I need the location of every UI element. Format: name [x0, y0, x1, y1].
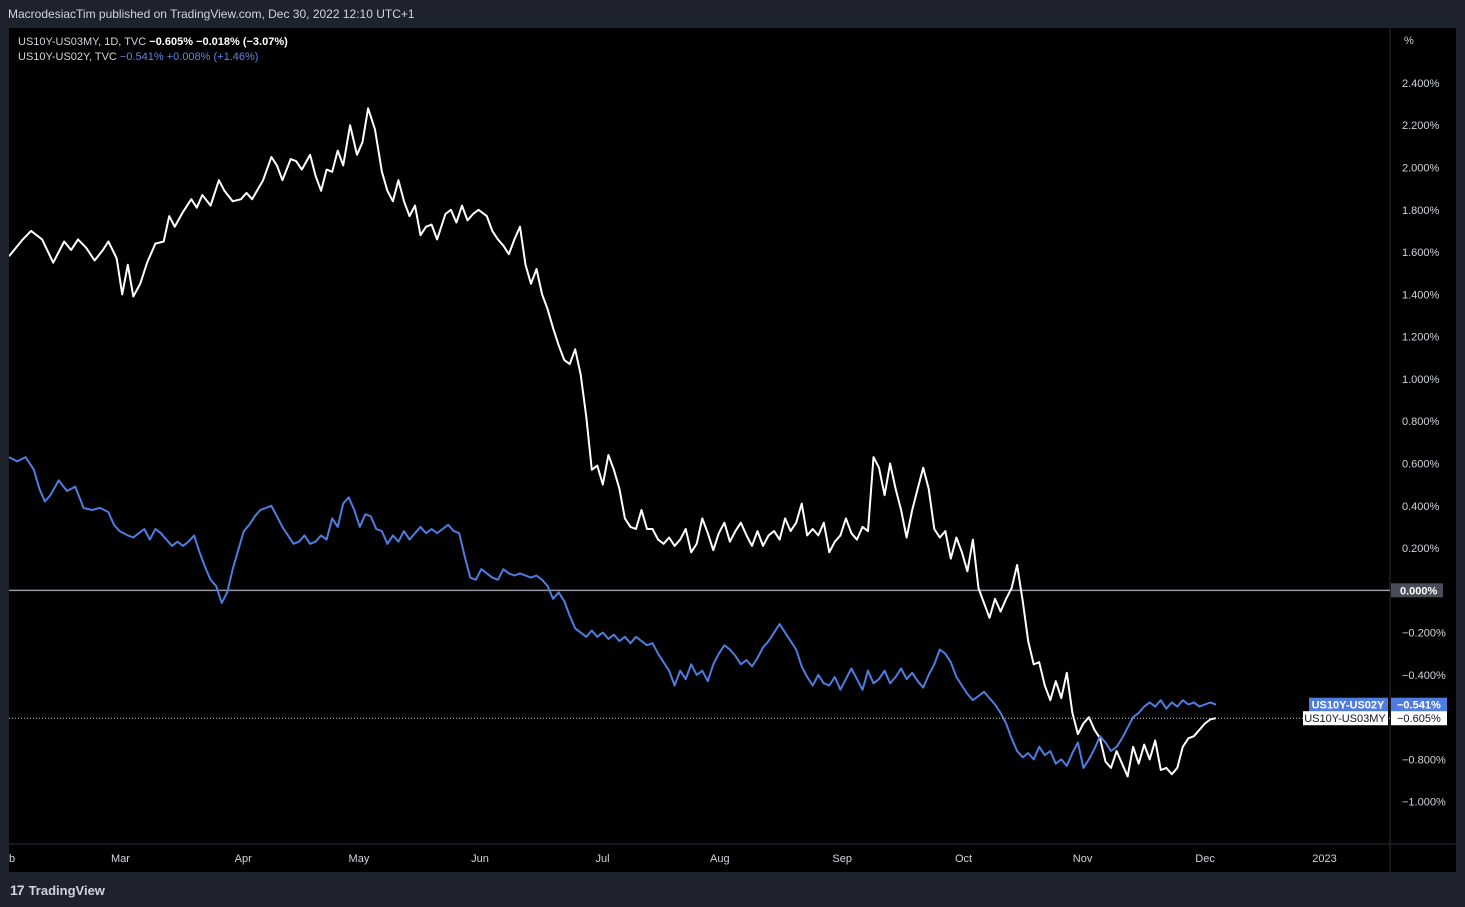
x-tick-label: Dec: [1195, 853, 1215, 865]
x-tick-label: 2023: [1312, 853, 1336, 865]
legend: US10Y-US03MY, 1D, TVC −0.605% −0.018% (−…: [18, 35, 288, 65]
published-header: MacrodesiacTim published on TradingView.…: [0, 0, 1465, 28]
last-value-badge-white: [1391, 711, 1447, 726]
legend-row-us10y-us02y[interactable]: US10Y-US02Y, TVC −0.541% +0.008% (+1.46%…: [18, 50, 288, 65]
publish-info: MacrodesiacTim published on TradingView.…: [8, 7, 415, 21]
y-tick-label: 0.600%: [1402, 458, 1440, 470]
legend-value: −0.541%: [119, 51, 164, 63]
brand-name: TradingView: [28, 882, 105, 898]
y-tick-label: 1.800%: [1402, 205, 1440, 217]
series-name-badge-blue: [1309, 697, 1388, 712]
y-tick-label: 0.800%: [1402, 416, 1440, 428]
y-tick-label: −0.800%: [1402, 754, 1446, 766]
x-tick-label: Aug: [710, 853, 730, 865]
y-tick-label: 2.400%: [1402, 78, 1440, 90]
tradingview-brand[interactable]: 17 TradingView: [10, 882, 105, 898]
legend-change: +0.008% (+1.46%): [166, 51, 259, 63]
y-tick-label: −1.000%: [1402, 797, 1446, 809]
y-tick-label: 2.200%: [1402, 120, 1440, 132]
y-tick-label: −0.200%: [1402, 628, 1446, 640]
x-tick-label: Jun: [471, 853, 489, 865]
y-tick-label: 1.600%: [1402, 247, 1440, 259]
x-tick-label: Oct: [955, 853, 972, 865]
y-tick-label: 1.200%: [1402, 332, 1440, 344]
series-name-badge-white: [1303, 711, 1388, 726]
legend-change: −0.018% (−3.07%): [196, 36, 288, 48]
series-name-label-white: US10Y-US03MY: [1304, 713, 1386, 725]
legend-symbol: US10Y-US03MY, 1D, TVC: [18, 36, 147, 48]
y-tick-label: 0.400%: [1402, 501, 1440, 513]
last-value-label-blue: −0.541%: [1397, 700, 1441, 712]
zero-badge-label: 0.000%: [1400, 585, 1438, 597]
x-tick-label: Nov: [1073, 853, 1093, 865]
y-tick-label: 1.400%: [1402, 289, 1440, 301]
last-value-label-white: −0.605%: [1397, 713, 1441, 725]
x-tick-label: eb: [9, 853, 15, 865]
legend-row-us10y-us03my[interactable]: US10Y-US03MY, 1D, TVC −0.605% −0.018% (−…: [18, 35, 288, 50]
chart-svg[interactable]: % 2.400% 2.200% 2.000% 1.800% 1.600% 1.400% 1.2…: [9, 28, 1456, 872]
tradingview-logo-icon: 17: [10, 882, 25, 898]
x-tick-label: Mar: [111, 853, 130, 865]
series-line-us10y-us03my: [9, 107, 1217, 778]
zero-badge: [1391, 583, 1443, 598]
chart-area[interactable]: % 2.400% 2.200% 2.000% 1.800% 1.600% 1.400% 1.2…: [9, 28, 1456, 872]
last-value-badge-blue: [1391, 697, 1447, 712]
y-tick-label: 2.000%: [1402, 163, 1440, 175]
legend-symbol: US10Y-US02Y, TVC: [18, 51, 117, 63]
footer: 17 TradingView: [0, 872, 1465, 907]
y-tick-label: 0.200%: [1402, 543, 1440, 555]
x-tick-label: May: [349, 853, 370, 865]
x-tick-label: Jul: [596, 853, 610, 865]
series-name-label-blue: US10Y-US02Y: [1312, 700, 1385, 712]
y-unit-label: %: [1404, 35, 1414, 47]
x-tick-label: Apr: [235, 853, 252, 865]
x-tick-label: Sep: [832, 853, 852, 865]
legend-value: −0.605%: [149, 36, 193, 48]
y-tick-label: −0.400%: [1402, 670, 1446, 682]
y-tick-label: 1.000%: [1402, 374, 1440, 386]
series-line-us10y-us02y: [9, 456, 1217, 769]
